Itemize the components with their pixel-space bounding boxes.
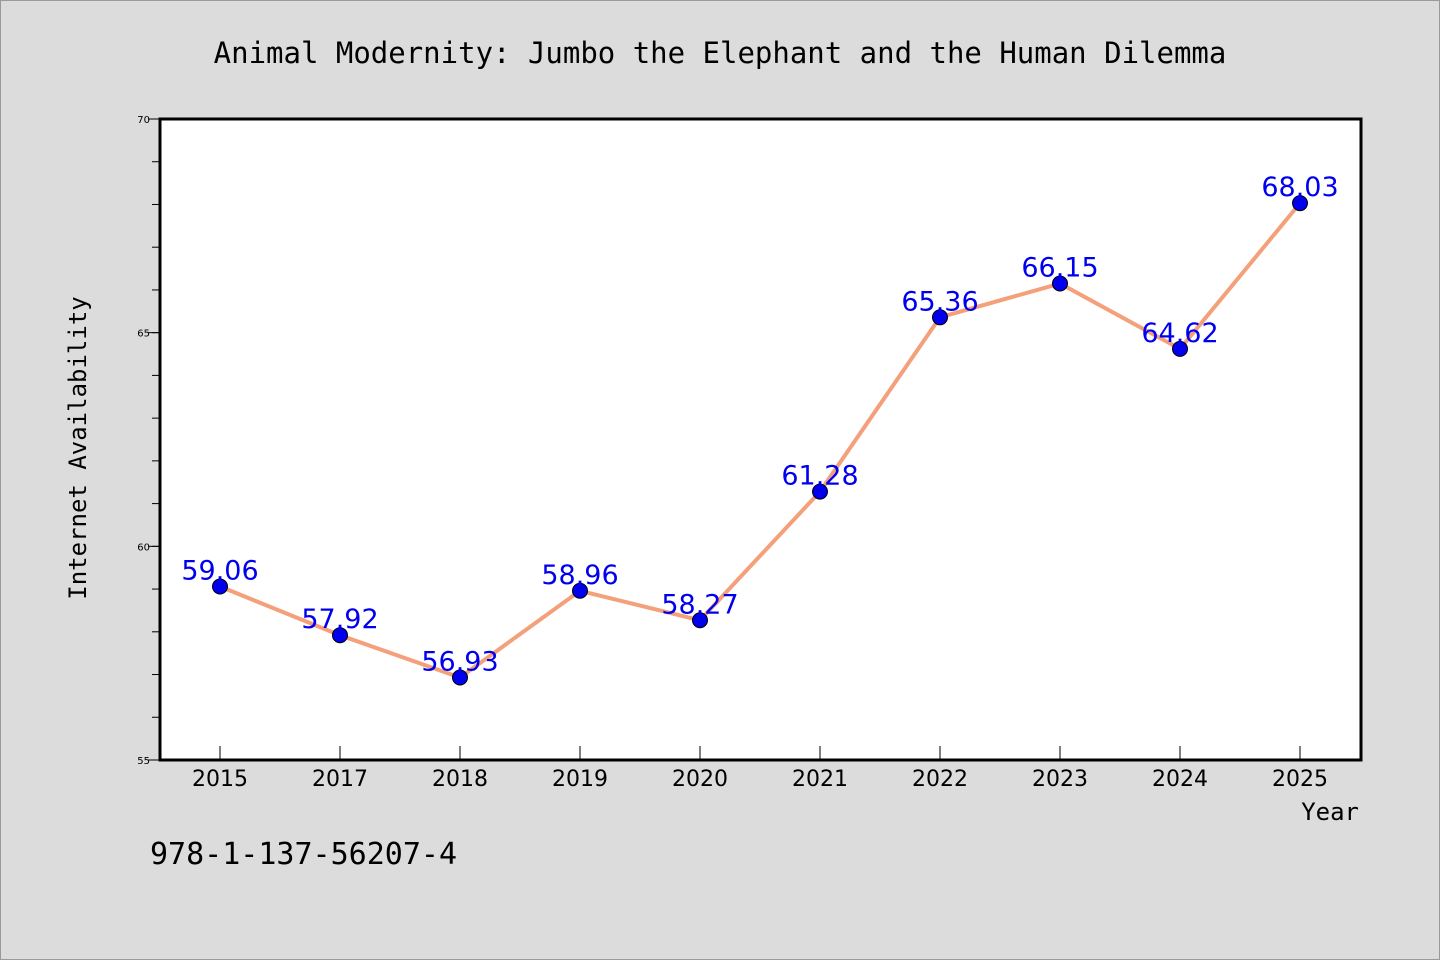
data-point (452, 669, 468, 686)
x-axis-label: Year (1301, 798, 1359, 826)
data-point (1292, 195, 1308, 212)
series-line (219, 201, 1302, 680)
y-tick-label: 65 (137, 329, 150, 340)
x-tick-label: 2022 (912, 767, 968, 792)
data-point (212, 578, 228, 595)
x-tick-label: 2021 (792, 767, 848, 792)
data-labels: 59.06 57.92 56.93 58.96 58.27 61.28 65.36 66.15… (181, 172, 1338, 677)
x-axis-ticks: 2015 2017 2018 2019 2020 2021 2022 2023 2024 2025 (192, 746, 1328, 792)
data-label: 59.06 (181, 556, 258, 587)
data-label: 61.28 (781, 461, 858, 492)
data-point (812, 483, 828, 500)
y-axis-ticks: 55 60 65 70 (137, 115, 160, 767)
data-label: 65.36 (901, 286, 978, 317)
data-label: 66.15 (1021, 253, 1098, 284)
data-point (332, 627, 348, 644)
x-tick-label: 2020 (672, 767, 728, 792)
x-tick-label: 2024 (1152, 767, 1208, 792)
data-point (1052, 275, 1068, 292)
data-label: 58.27 (661, 589, 738, 620)
data-markers (212, 195, 1308, 686)
y-axis-label: Internet Availability (64, 296, 92, 599)
y-tick-label: 55 (137, 756, 150, 767)
plot-area (158, 117, 1363, 762)
footer-isbn: 978-1-137-56207-4 (150, 837, 457, 872)
x-tick-label: 2025 (1272, 767, 1328, 792)
x-tick-label: 2018 (432, 767, 488, 792)
chart-title: Animal Modernity: Jumbo the Elephant and… (214, 36, 1227, 70)
y-tick-label: 70 (137, 115, 150, 126)
data-point (692, 612, 708, 629)
data-point (572, 582, 588, 599)
data-point (932, 309, 948, 326)
x-tick-label: 2017 (312, 767, 368, 792)
data-label: 56.93 (421, 647, 498, 678)
y-tick-label: 60 (137, 542, 150, 553)
data-label: 64.62 (1141, 318, 1218, 349)
x-tick-label: 2023 (1032, 767, 1088, 792)
data-point (1172, 340, 1188, 357)
data-label: 58.96 (541, 560, 618, 591)
data-label: 57.92 (301, 604, 378, 635)
data-label: 68.03 (1261, 172, 1338, 203)
x-tick-label: 2019 (552, 767, 608, 792)
x-tick-label: 2015 (192, 767, 248, 792)
